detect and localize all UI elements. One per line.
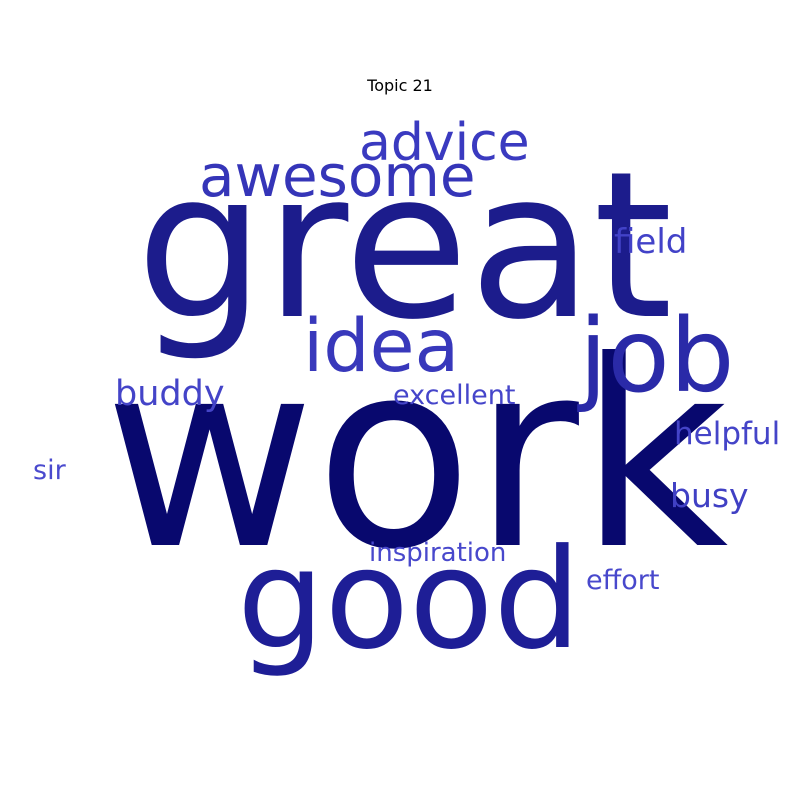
word-advice: advice xyxy=(359,113,530,173)
word-field: field xyxy=(614,222,688,262)
word-busy: busy xyxy=(670,476,749,515)
word-great: great xyxy=(136,128,673,364)
word-good: good xyxy=(237,519,582,680)
chart-title: Topic 21 xyxy=(367,76,433,95)
word-excellent: excellent xyxy=(393,380,516,411)
word-helpful: helpful xyxy=(674,416,781,452)
word-buddy: buddy xyxy=(115,374,225,414)
word-effort: effort xyxy=(586,565,660,596)
word-idea: idea xyxy=(303,304,460,389)
word-inspiration: inspiration xyxy=(369,538,507,568)
word-job: job xyxy=(579,297,735,416)
word-work: work xyxy=(104,306,729,606)
word-sir: sir xyxy=(33,455,66,486)
word-awesome: awesome xyxy=(199,142,476,210)
